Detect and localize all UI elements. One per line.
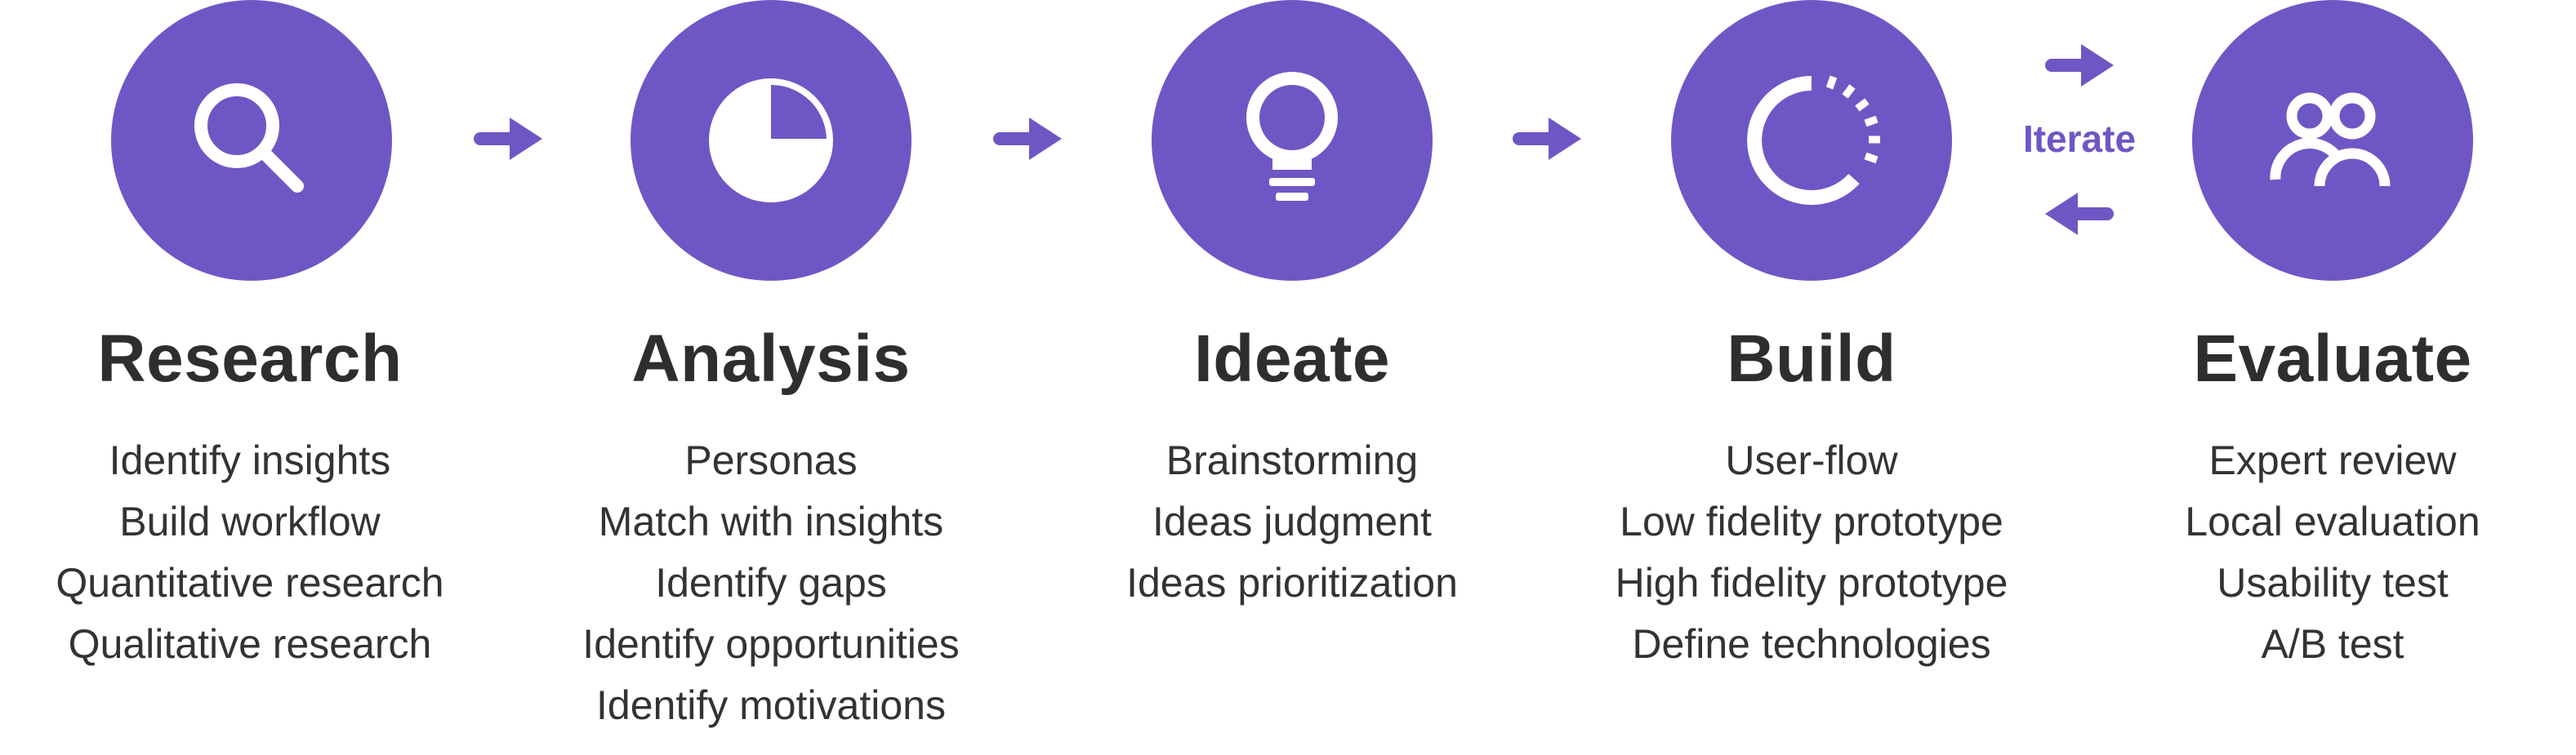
list-item: A/B test [2261,621,2404,667]
stage-research-title: Research [97,322,403,396]
stage-research-items: Identify insights Build workflow Quantit… [0,430,528,675]
users-icon [2270,92,2391,187]
stage-build-circle [1671,0,1952,281]
list-item: Personas [684,437,858,483]
list-item: High fidelity prototype [1615,560,2008,606]
list-item: Identify gaps [655,560,887,606]
list-item: Expert review [2208,437,2457,483]
list-item: Identify opportunities [582,621,960,667]
stage-evaluate-circle [2192,0,2473,281]
stage-ideate-title: Ideate [1194,322,1390,396]
stage-analysis-title: Analysis [631,322,911,396]
arrow-right-icon [993,118,1062,160]
arrow-right-icon [1513,118,1581,160]
list-item: Local evaluation [2185,499,2480,544]
arrow-right-icon [2045,44,2114,87]
list-item: Identify motivations [596,682,946,728]
list-item: Ideas judgment [1152,499,1432,544]
iterate-label: Iterate [2022,118,2137,160]
list-item: Low fidelity prototype [1620,499,2003,544]
stage-evaluate-title: Evaluate [2193,322,2472,396]
stage-ideate-circle [1152,0,1433,281]
list-item: Qualitative research [68,621,432,667]
list-item: Match with insights [598,499,944,544]
stage-ideate-items: Brainstorming Ideas judgment Ideas prior… [1014,430,1570,614]
list-item: Build workflow [119,499,381,544]
lightbulb-icon [1246,72,1338,201]
list-item: Ideas prioritization [1126,560,1458,606]
arrow-right-icon [474,118,542,160]
list-item: Usability test [2217,560,2449,606]
stage-evaluate-items: Expert review Local evaluation Usability… [2055,430,2576,675]
list-item: User-flow [1725,437,1898,483]
search-icon [194,83,304,193]
list-item: Define technologies [1632,621,1991,667]
stage-research-circle [111,0,392,281]
pie-chart-icon [709,78,833,202]
arrow-left-icon [2045,193,2114,235]
list-item: Quantitative research [56,560,444,606]
stage-build-items: User-flow Low fidelity prototype High fi… [1534,430,2089,675]
stage-build-title: Build [1727,322,1896,396]
list-item: Brainstorming [1165,437,1419,483]
list-item: Identify insights [109,437,391,483]
stage-analysis-circle [631,0,911,281]
progress-ring-icon [1747,75,1880,205]
stage-analysis-items: Personas Match with insights Identify ga… [493,430,1049,736]
